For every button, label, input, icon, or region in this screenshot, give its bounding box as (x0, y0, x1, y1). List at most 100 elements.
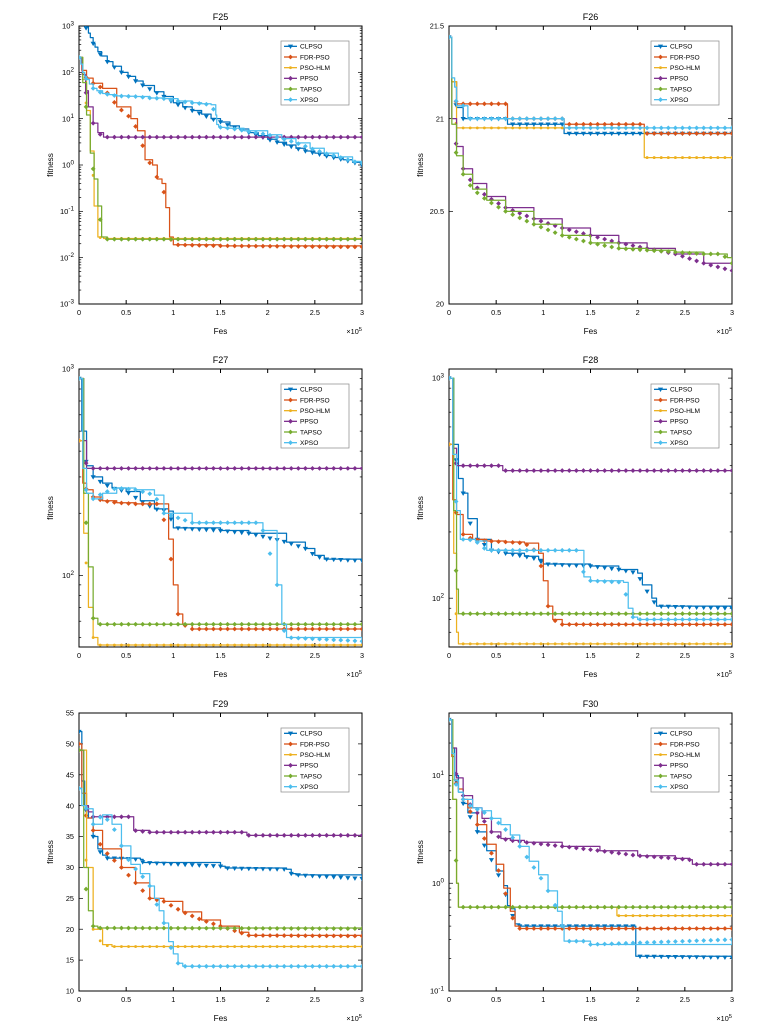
svg-text:0: 0 (447, 651, 451, 660)
svg-text:XPSO: XPSO (300, 97, 318, 104)
svg-text:fitness: fitness (416, 153, 425, 177)
svg-text:×105: ×105 (716, 327, 732, 336)
svg-text:1.5: 1.5 (215, 308, 225, 317)
svg-text:F28: F28 (583, 355, 599, 365)
svg-text:Fes: Fes (214, 327, 228, 336)
svg-text:3: 3 (730, 308, 734, 317)
svg-text:0: 0 (77, 651, 81, 660)
svg-text:PSO-HLM: PSO-HLM (300, 408, 330, 415)
svg-text:PSO-HLM: PSO-HLM (670, 65, 700, 72)
svg-text:FDR-PSO: FDR-PSO (300, 54, 330, 61)
svg-text:×105: ×105 (346, 670, 362, 679)
svg-text:2: 2 (266, 995, 270, 1004)
svg-text:PSO-HLM: PSO-HLM (300, 65, 330, 72)
svg-text:CLPSO: CLPSO (670, 731, 692, 738)
svg-text:PSO-HLM: PSO-HLM (670, 752, 700, 759)
svg-text:0.5: 0.5 (491, 995, 501, 1004)
svg-text:2: 2 (636, 651, 640, 660)
svg-text:CLPSO: CLPSO (300, 44, 322, 51)
svg-text:XPSO: XPSO (670, 440, 688, 447)
svg-text:Fes: Fes (584, 1014, 598, 1023)
svg-text:PSO-HLM: PSO-HLM (670, 408, 700, 415)
svg-text:0.5: 0.5 (121, 651, 131, 660)
svg-text:FDR-PSO: FDR-PSO (670, 741, 700, 748)
svg-text:XPSO: XPSO (670, 97, 688, 104)
svg-text:TAPSO: TAPSO (670, 86, 692, 93)
svg-text:25: 25 (66, 894, 74, 903)
svg-text:CLPSO: CLPSO (670, 44, 692, 51)
svg-text:2.5: 2.5 (310, 308, 320, 317)
svg-text:FDR-PSO: FDR-PSO (300, 741, 330, 748)
svg-text:15: 15 (66, 956, 74, 965)
svg-text:1.5: 1.5 (585, 308, 595, 317)
svg-text:30: 30 (66, 863, 74, 872)
svg-text:×105: ×105 (716, 1014, 732, 1023)
svg-text:XPSO: XPSO (670, 784, 688, 791)
svg-text:CLPSO: CLPSO (300, 731, 322, 738)
svg-text:F27: F27 (213, 355, 229, 365)
svg-text:1: 1 (541, 651, 545, 660)
svg-text:XPSO: XPSO (300, 440, 318, 447)
svg-text:3: 3 (360, 995, 364, 1004)
svg-text:PSO-HLM: PSO-HLM (300, 752, 330, 759)
svg-text:Fes: Fes (584, 327, 598, 336)
svg-text:1.5: 1.5 (215, 995, 225, 1004)
svg-text:2.5: 2.5 (680, 308, 690, 317)
svg-text:TAPSO: TAPSO (670, 429, 692, 436)
svg-text:FDR-PSO: FDR-PSO (670, 397, 700, 404)
svg-text:CLPSO: CLPSO (300, 387, 322, 394)
svg-text:1: 1 (171, 995, 175, 1004)
svg-text:×105: ×105 (716, 670, 732, 679)
svg-text:TAPSO: TAPSO (670, 773, 692, 780)
svg-text:FDR-PSO: FDR-PSO (670, 54, 700, 61)
svg-text:0.5: 0.5 (491, 651, 501, 660)
svg-text:0: 0 (77, 995, 81, 1004)
svg-text:CLPSO: CLPSO (670, 387, 692, 394)
svg-text:PPSO: PPSO (300, 76, 318, 83)
svg-text:TAPSO: TAPSO (300, 429, 322, 436)
svg-text:55: 55 (66, 709, 74, 718)
svg-text:fitness: fitness (46, 496, 55, 520)
svg-text:Fes: Fes (584, 670, 598, 679)
svg-text:Fes: Fes (214, 670, 228, 679)
svg-text:40: 40 (66, 801, 74, 810)
svg-text:×105: ×105 (346, 327, 362, 336)
svg-text:fitness: fitness (46, 153, 55, 177)
svg-text:1.5: 1.5 (215, 651, 225, 660)
svg-text:PPSO: PPSO (300, 763, 318, 770)
svg-text:0.5: 0.5 (491, 308, 501, 317)
svg-text:10: 10 (66, 987, 74, 996)
svg-text:0.5: 0.5 (121, 308, 131, 317)
svg-text:2.5: 2.5 (680, 651, 690, 660)
svg-text:2: 2 (266, 308, 270, 317)
svg-text:2.5: 2.5 (680, 995, 690, 1004)
svg-text:3: 3 (360, 651, 364, 660)
svg-text:45: 45 (66, 770, 74, 779)
svg-text:20: 20 (66, 925, 74, 934)
svg-text:0: 0 (77, 308, 81, 317)
svg-text:0: 0 (447, 995, 451, 1004)
svg-text:3: 3 (360, 308, 364, 317)
svg-text:2: 2 (636, 995, 640, 1004)
svg-text:21.5: 21.5 (430, 22, 444, 31)
svg-text:TAPSO: TAPSO (300, 773, 322, 780)
svg-text:2: 2 (636, 308, 640, 317)
svg-text:2.5: 2.5 (310, 995, 320, 1004)
svg-text:1: 1 (171, 308, 175, 317)
svg-text:F30: F30 (583, 699, 599, 709)
svg-text:F25: F25 (213, 12, 229, 22)
svg-text:fitness: fitness (46, 840, 55, 864)
svg-text:0.5: 0.5 (121, 995, 131, 1004)
svg-text:×105: ×105 (346, 1014, 362, 1023)
svg-text:F29: F29 (213, 699, 229, 709)
svg-text:FDR-PSO: FDR-PSO (300, 397, 330, 404)
svg-text:2: 2 (266, 651, 270, 660)
svg-text:TAPSO: TAPSO (300, 86, 322, 93)
svg-text:fitness: fitness (416, 840, 425, 864)
svg-text:20: 20 (436, 300, 444, 309)
svg-text:0: 0 (447, 308, 451, 317)
svg-text:1: 1 (541, 995, 545, 1004)
svg-text:1.5: 1.5 (585, 995, 595, 1004)
svg-text:Fes: Fes (214, 1014, 228, 1023)
svg-text:fitness: fitness (416, 496, 425, 520)
